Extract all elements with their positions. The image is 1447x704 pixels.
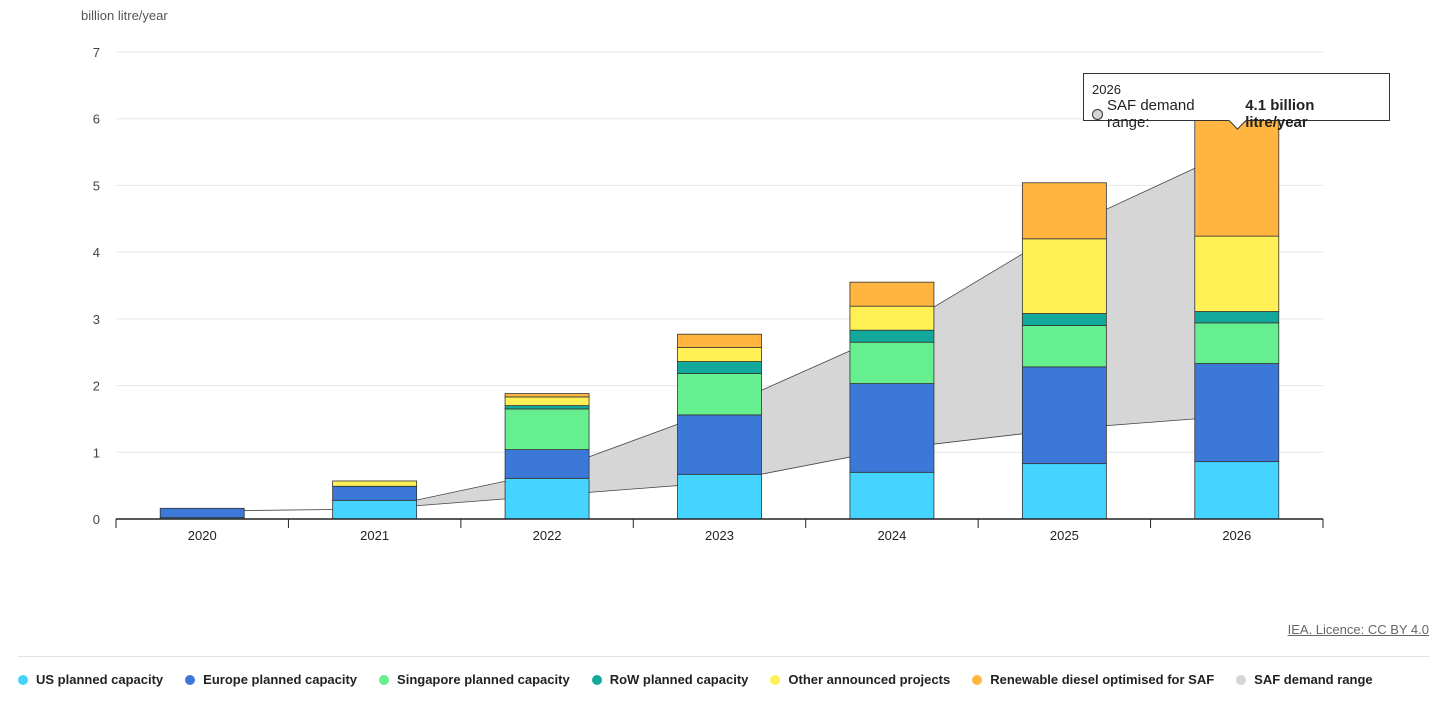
legend-marker: [185, 674, 196, 685]
bar-segment-2024-5[interactable]: [849, 281, 935, 307]
bar-segment-2024-4[interactable]: [849, 305, 935, 331]
bar-segment-2023-3[interactable]: [677, 361, 762, 374]
footer-divider: [18, 656, 1429, 657]
x-tick-label: 2023: [705, 528, 734, 543]
legend-item-5[interactable]: Renewable diesel optimised for SAF: [972, 672, 1214, 687]
legend-item-4[interactable]: Other announced projects: [770, 672, 950, 687]
legend-item-6[interactable]: SAF demand range: [1236, 672, 1373, 687]
tooltip-series-label: SAF demand range:: [1107, 97, 1195, 131]
bar-segment-2023-1[interactable]: [677, 414, 762, 475]
bar-segment-2022-4[interactable]: [504, 396, 590, 406]
bar-segment-2024-2[interactable]: [849, 341, 935, 384]
chart-canvas: billion litre/year 0 1 2 3 4 5 6 7 2020 2021 2022…: [81, 8, 1324, 543]
bar-segment-2024-3[interactable]: [849, 329, 935, 343]
y-tick-label: 3: [93, 312, 100, 327]
bar-segment-2023-2[interactable]: [677, 373, 762, 416]
x-tick-label: 2024: [877, 528, 906, 543]
legend-label: Renewable diesel optimised for SAF: [990, 672, 1215, 687]
bar-segment-2026-4[interactable]: [1194, 235, 1280, 312]
legend-label: Europe planned capacity: [203, 672, 358, 687]
bar-segment-2024-1[interactable]: [849, 383, 935, 473]
y-tick-label: 7: [93, 45, 100, 60]
bar-segment-2026-0[interactable]: [1194, 461, 1280, 520]
legend-label: SAF demand range: [1254, 672, 1373, 687]
chart-legend: US planned capacity Europe planned capaci…: [18, 672, 1373, 687]
bar-segment-2022-0[interactable]: [504, 477, 590, 520]
bar-segment-2021-4[interactable]: [332, 480, 418, 487]
bar-segment-2025-1[interactable]: [1021, 366, 1107, 465]
y-tick-label: 1: [93, 445, 100, 460]
bar-segment-2026-5[interactable]: [1194, 117, 1280, 237]
bar-segment-2025-2[interactable]: [1021, 325, 1107, 368]
tooltip-series-swatch: [1092, 108, 1103, 120]
legend-label: RoW planned capacity: [609, 672, 749, 687]
y-tick-label: 0: [93, 512, 100, 527]
y-tick-label: 5: [93, 178, 100, 193]
bar-segment-2023-0[interactable]: [677, 473, 762, 520]
legend-marker: [1236, 674, 1247, 685]
legend-item-1[interactable]: Europe planned capacity: [185, 672, 357, 687]
x-tick-label: 2021: [360, 528, 389, 543]
tooltip-category: 2026: [1092, 82, 1121, 97]
chart-tooltip: 2026 SAF demand range: 4.1 billion litre…: [1083, 73, 1390, 131]
bar-segment-2021-1[interactable]: [332, 485, 418, 501]
bar-segment-2025-5[interactable]: [1021, 182, 1107, 240]
bar-segment-2025-3[interactable]: [1021, 313, 1107, 326]
bar-segment-2024-0[interactable]: [849, 471, 935, 520]
licence-link[interactable]: IEA. Licence: CC BY 4.0: [1287, 622, 1429, 637]
legend-item-3[interactable]: RoW planned capacity: [591, 672, 749, 687]
bar-segment-2022-1[interactable]: [504, 449, 590, 479]
bar-segment-2025-0[interactable]: [1021, 463, 1107, 520]
x-tick-label: 2025: [1050, 528, 1079, 543]
bar-segment-2022-5[interactable]: [504, 393, 590, 398]
bar-segment-2021-0[interactable]: [332, 499, 418, 520]
bar-segment-2026-1[interactable]: [1194, 363, 1280, 463]
legend-label: US planned capacity: [36, 672, 164, 687]
legend-label: Other announced projects: [788, 672, 951, 687]
y-tick-label: 2: [93, 379, 100, 394]
legend-item-2[interactable]: Singapore planned capacity: [379, 672, 570, 687]
bar-segment-2026-2[interactable]: [1194, 322, 1280, 364]
bar-segment-2022-2[interactable]: [504, 408, 590, 451]
bar-segment-2023-5[interactable]: [677, 333, 762, 348]
legend-marker: [591, 674, 602, 685]
legend-item-0[interactable]: US planned capacity: [18, 672, 163, 687]
tooltip-value: 4.1 billion litre/year: [1245, 97, 1315, 131]
legend-marker: [770, 674, 781, 685]
bar-segment-2020-1[interactable]: [159, 507, 245, 519]
y-tick-label: 6: [93, 112, 100, 127]
legend-label: Singapore planned capacity: [397, 672, 570, 687]
bar-segment-2026-3[interactable]: [1194, 311, 1280, 324]
y-axis-unit-label: billion litre/year: [81, 8, 168, 23]
legend-marker: [972, 674, 983, 685]
bar-segment-2023-4[interactable]: [677, 347, 762, 362]
bar-segment-2022-3[interactable]: [504, 405, 590, 410]
legend-marker: [379, 674, 390, 685]
legend-marker: [18, 674, 28, 685]
bar-segment-2025-4[interactable]: [1021, 238, 1107, 314]
x-tick-label: 2020: [188, 528, 217, 543]
y-tick-label: 4: [93, 245, 100, 260]
x-tick-label: 2026: [1222, 528, 1251, 543]
x-tick-label: 2022: [533, 528, 562, 543]
